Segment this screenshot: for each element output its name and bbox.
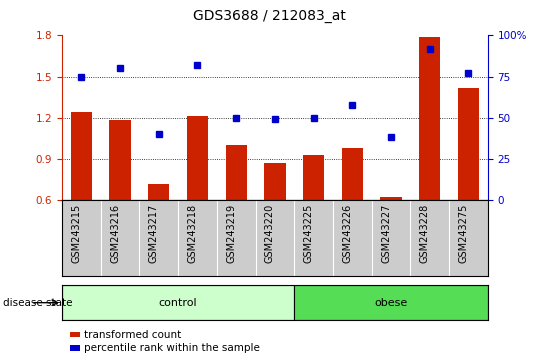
Bar	[419, 37, 440, 200]
Bar	[458, 87, 479, 200]
Bar	[148, 183, 169, 200]
Bar	[62, 285, 294, 320]
Text: GSM243227: GSM243227	[381, 204, 391, 263]
Text: GSM243215: GSM243215	[71, 204, 81, 263]
Text: disease state: disease state	[3, 298, 72, 308]
Bar	[264, 163, 286, 200]
Bar	[71, 112, 92, 200]
Text: GSM243218: GSM243218	[188, 204, 197, 263]
Text: GSM243275: GSM243275	[459, 204, 468, 263]
Text: GSM243217: GSM243217	[149, 204, 159, 263]
Text: GDS3688 / 212083_at: GDS3688 / 212083_at	[193, 9, 346, 23]
Text: obese: obese	[375, 298, 407, 308]
Bar	[381, 197, 402, 200]
Text: GSM243226: GSM243226	[342, 204, 353, 263]
Bar	[294, 285, 488, 320]
Bar	[303, 155, 324, 200]
Text: GSM243228: GSM243228	[420, 204, 430, 263]
Text: percentile rank within the sample: percentile rank within the sample	[84, 343, 259, 353]
Text: GSM243219: GSM243219	[226, 204, 236, 263]
Text: transformed count: transformed count	[84, 330, 181, 339]
Text: control: control	[159, 298, 197, 308]
Bar	[187, 116, 208, 200]
Text: GSM243220: GSM243220	[265, 204, 275, 263]
Bar	[109, 120, 130, 200]
Bar	[225, 145, 247, 200]
Bar	[342, 148, 363, 200]
Text: GSM243225: GSM243225	[303, 204, 314, 263]
Text: GSM243216: GSM243216	[110, 204, 120, 263]
